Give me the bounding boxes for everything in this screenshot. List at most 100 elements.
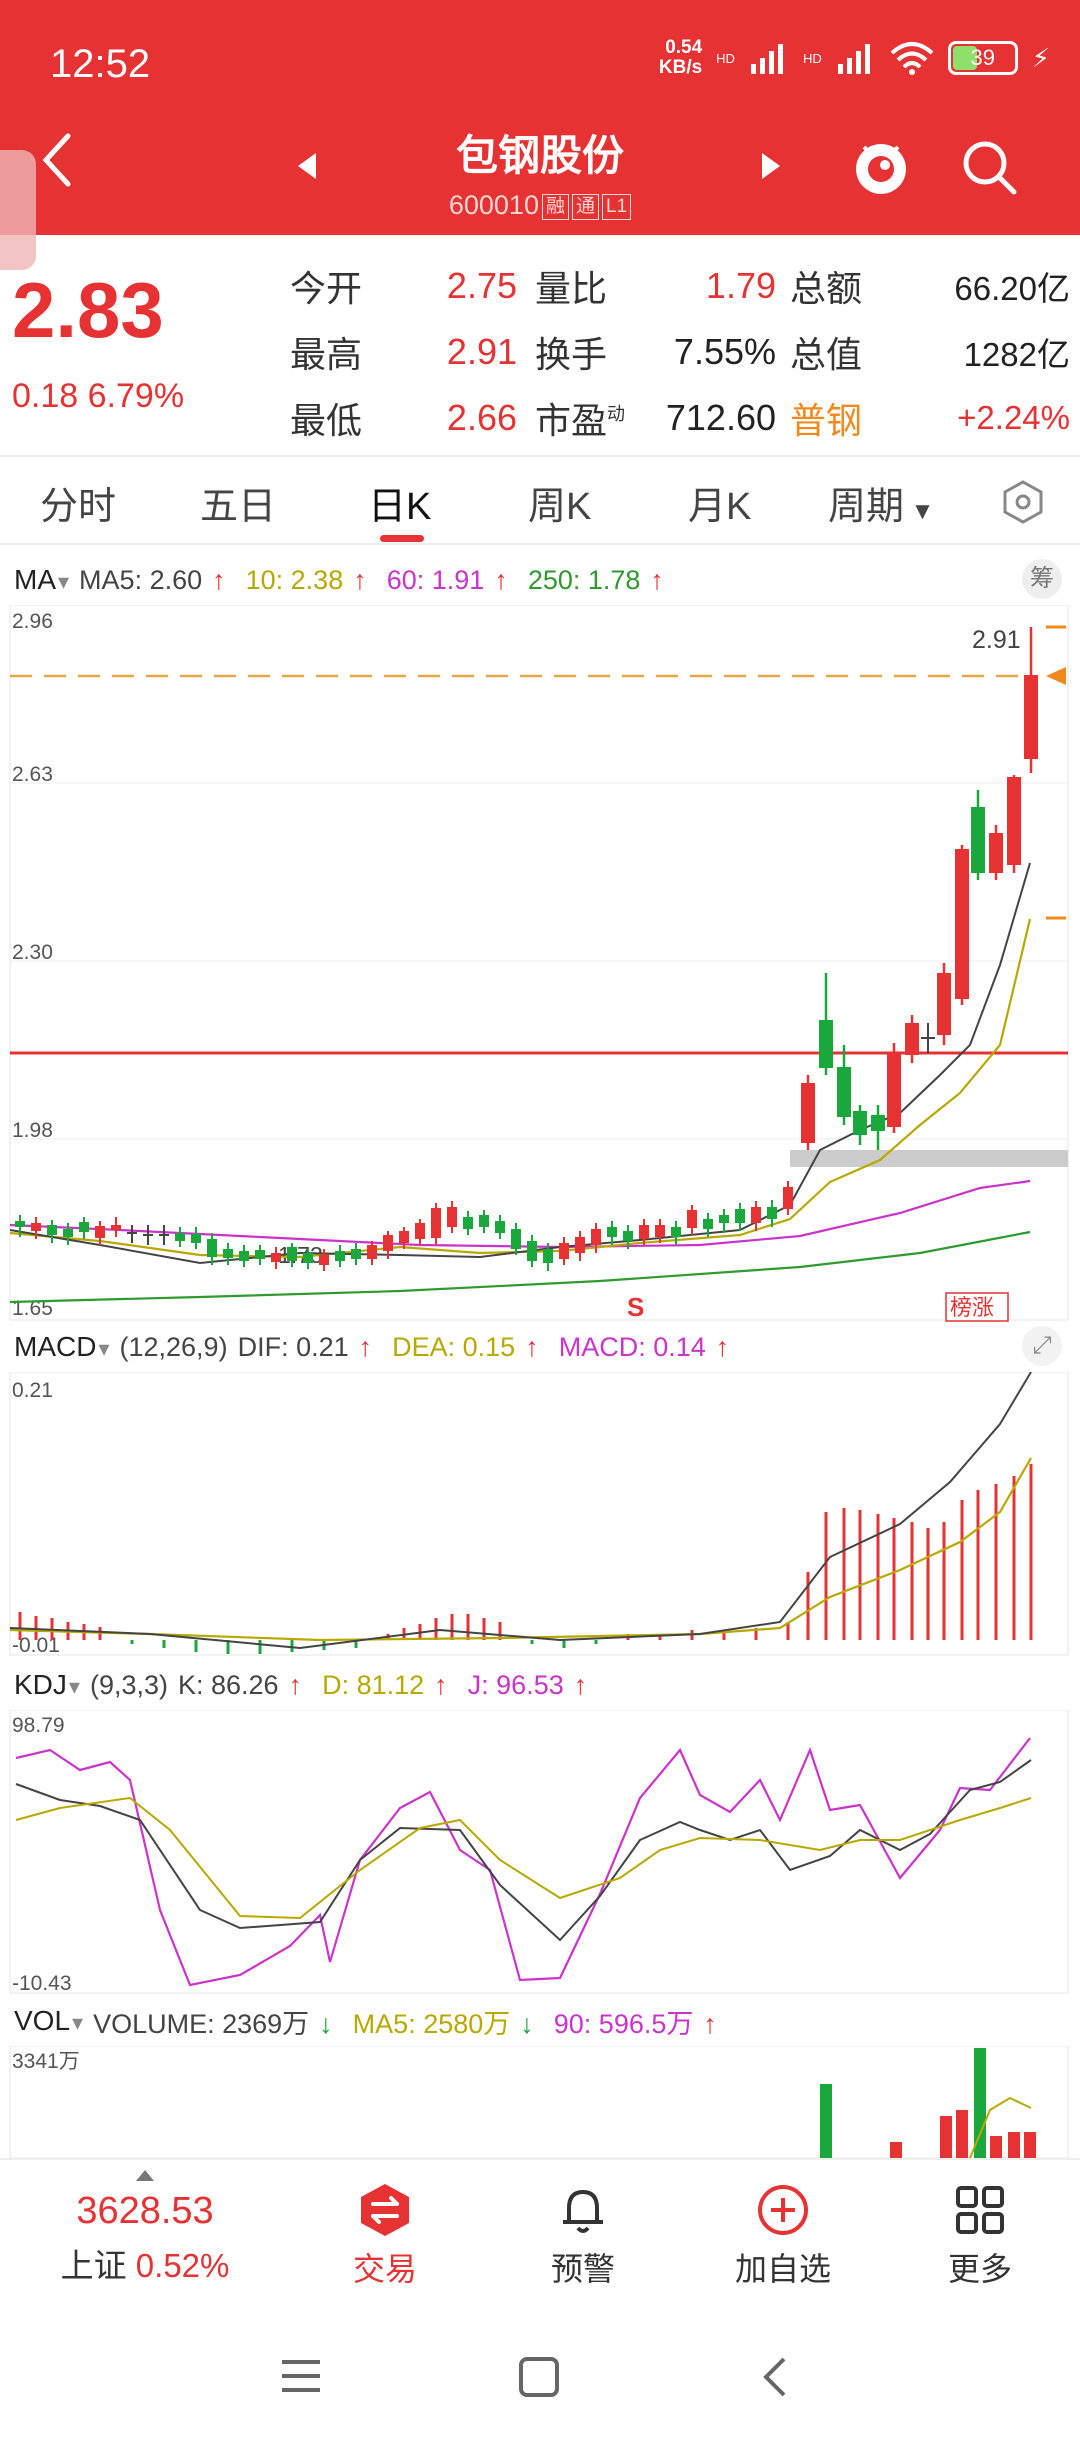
- ma10-value: 10: 2.38: [245, 564, 344, 595]
- quote-row: 最低 2.66 市盈动 712.60 普钢 +2.24%: [290, 385, 1070, 451]
- candle: [1024, 627, 1038, 773]
- kdj-y-bottom: -10.43: [12, 1972, 72, 1995]
- volume-chart[interactable]: 3341万: [0, 2046, 1080, 2158]
- y-label: 2.63: [12, 763, 53, 786]
- svg-text:榜涨: 榜涨: [950, 1295, 994, 1320]
- mascot-icon[interactable]: [850, 135, 912, 197]
- ma250-line: [9, 1230, 1031, 1304]
- prev-stock-icon[interactable]: [298, 153, 316, 179]
- status-time: 12:52: [50, 42, 151, 86]
- tab-monthly-k[interactable]: 月K: [688, 486, 752, 528]
- macd-selector[interactable]: MACD: [14, 1331, 110, 1363]
- candle: [95, 1221, 105, 1245]
- dif-value: DIF: 0.21: [237, 1331, 349, 1362]
- app-header: 12:52 0.54 KB/s HD HD 39 ⚡ 包钢股份 600010 融通 L…: [0, 0, 1080, 270]
- tab-five-day[interactable]: 五日: [200, 486, 277, 528]
- tab-weekly-k[interactable]: 周K: [528, 486, 592, 528]
- candle: [207, 1233, 217, 1265]
- candle: [63, 1223, 73, 1245]
- vol-ma5-line: [969, 2096, 1032, 2158]
- candle: [989, 825, 1003, 880]
- volume-bar: [1008, 2132, 1020, 2158]
- j-value: J: 96.53: [467, 1669, 564, 1700]
- search-icon[interactable]: [960, 138, 1018, 196]
- home-icon[interactable]: [518, 2356, 560, 2398]
- charging-icon: ⚡: [1031, 42, 1050, 73]
- candle: [111, 1217, 121, 1237]
- chevron-down-icon: ▼: [904, 498, 935, 525]
- volume-bar: [990, 2136, 1002, 2158]
- expand-icon[interactable]: ⤢: [1022, 1326, 1062, 1366]
- system-nav-bar: [0, 2298, 1080, 2460]
- tab-intraday[interactable]: 分时: [40, 486, 117, 528]
- candle: [399, 1227, 409, 1249]
- macd-y-bottom: -0.01: [12, 1634, 60, 1657]
- volume-bar: [890, 2142, 902, 2158]
- candle: [175, 1227, 185, 1247]
- candle: [801, 1075, 815, 1150]
- wifi-icon: [890, 42, 934, 75]
- ma250-value: 250: 1.78: [527, 564, 641, 595]
- ma10-line: [9, 918, 1032, 1259]
- badge-margin: 融: [541, 194, 569, 220]
- side-drawer-handle[interactable]: [0, 150, 36, 270]
- sector-link[interactable]: 普钢: [790, 400, 863, 441]
- kdj-chart[interactable]: 98.79 -10.43: [0, 1710, 1080, 1995]
- vol-selector[interactable]: VOL: [14, 2005, 83, 2037]
- macd-header: MACD (12,26,9) DIF: 0.21↑ DEA: 0.15↑ MAC…: [0, 1322, 1080, 1372]
- price-pointer-icon: [1046, 667, 1066, 685]
- macd-chart[interactable]: 0.21 -0.01: [0, 1372, 1080, 1657]
- tab-active-indicator: [380, 535, 424, 542]
- candlestick-chart[interactable]: 2.96 2.63 2.30 1.98 1.65 2.91 1.73 S 榜涨: [0, 605, 1080, 1325]
- candle: [871, 1105, 885, 1150]
- candle: [527, 1235, 537, 1267]
- next-stock-icon[interactable]: [762, 153, 780, 179]
- vol-y-top: 3341万: [12, 2050, 80, 2073]
- add-circle-icon: [758, 2185, 808, 2235]
- candle: [971, 790, 985, 880]
- quote-row: 今开 2.75 量比 1.79 总额 66.20亿: [290, 265, 1070, 309]
- chip-distribution-button[interactable]: 筹: [1022, 559, 1062, 599]
- candle: [479, 1210, 489, 1233]
- candle: [383, 1231, 393, 1259]
- nav-alert[interactable]: 预警: [518, 2182, 648, 2290]
- s-marker: S: [627, 1292, 644, 1322]
- signal-icon: HD: [716, 50, 735, 66]
- index-ticker[interactable]: 3628.53 上证 0.52%: [60, 2190, 230, 2284]
- tab-daily-k[interactable]: 日K: [368, 486, 432, 528]
- candle: [143, 1225, 153, 1245]
- back-nav-icon[interactable]: [760, 2356, 790, 2398]
- ma5-value: MA5: 2.60: [79, 564, 203, 595]
- back-icon[interactable]: [38, 130, 78, 190]
- candle: [495, 1215, 505, 1239]
- volume-bar: [974, 2048, 986, 2158]
- quote-row: 最高 2.91 换手 7.55% 总值 1282亿: [290, 331, 1070, 375]
- candle: [543, 1243, 553, 1271]
- quote-panel: 2.83 0.18 6.79% 今开 2.75 量比 1.79 总额 66.20亿 最…: [0, 235, 1080, 450]
- menu-icon[interactable]: [280, 2358, 322, 2394]
- candle: [783, 1181, 793, 1215]
- kdj-selector[interactable]: KDJ: [14, 1669, 80, 1701]
- stock-title: 包钢股份: [455, 132, 624, 179]
- index-expand-icon[interactable]: [136, 2170, 154, 2181]
- nav-trade[interactable]: 交易: [320, 2182, 450, 2290]
- nav-more[interactable]: 更多: [915, 2182, 1045, 2290]
- settings-hex-icon[interactable]: [1000, 479, 1046, 525]
- candle: [575, 1231, 585, 1261]
- grid-icon: [956, 2186, 1004, 2234]
- nav-add-watchlist[interactable]: 加自选: [718, 2182, 848, 2290]
- candle: [431, 1203, 441, 1245]
- high-label: 2.91: [972, 626, 1021, 654]
- candle: [905, 1015, 919, 1063]
- price-zone-band: [790, 1150, 1068, 1167]
- rank-tag[interactable]: 榜涨: [945, 1292, 1009, 1322]
- kdj-y-top: 98.79: [12, 1714, 65, 1737]
- ma-selector[interactable]: MA: [14, 564, 69, 596]
- trade-icon: [361, 2184, 409, 2236]
- candle: [687, 1205, 697, 1235]
- candle: [623, 1225, 633, 1249]
- tab-period-dropdown[interactable]: 周期 ▼: [828, 486, 935, 528]
- vol-ma5-value: MA5: 2580万: [352, 2008, 511, 2039]
- candle: [955, 845, 969, 1005]
- candle: [239, 1245, 249, 1267]
